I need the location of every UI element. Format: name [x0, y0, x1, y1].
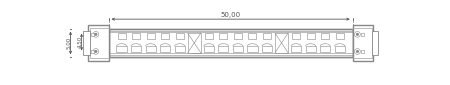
Circle shape — [355, 49, 360, 54]
Bar — [292, 33, 300, 39]
Bar — [108, 29, 353, 57]
Bar — [90, 28, 108, 58]
Circle shape — [95, 34, 97, 35]
Bar — [372, 31, 378, 55]
Bar — [83, 31, 90, 55]
Bar — [108, 29, 353, 57]
Bar — [262, 46, 272, 52]
Bar — [145, 46, 156, 52]
Bar — [132, 33, 140, 39]
Bar — [218, 46, 229, 52]
Bar — [188, 33, 201, 53]
Text: 4,50: 4,50 — [77, 36, 82, 48]
Bar — [360, 33, 364, 36]
Bar — [233, 46, 243, 52]
Bar — [205, 33, 213, 39]
Bar — [117, 33, 126, 39]
Text: 5,00: 5,00 — [67, 37, 72, 49]
Bar — [160, 46, 170, 52]
Bar — [248, 33, 256, 39]
Bar — [306, 46, 316, 52]
Bar — [291, 46, 301, 52]
Bar — [234, 33, 242, 39]
Circle shape — [93, 49, 99, 54]
Circle shape — [357, 51, 358, 52]
Bar — [336, 33, 344, 39]
Bar — [117, 46, 126, 52]
Circle shape — [357, 34, 358, 35]
Circle shape — [355, 32, 360, 37]
Bar — [131, 46, 141, 52]
Bar — [88, 25, 108, 61]
Bar — [248, 46, 257, 52]
Bar — [353, 28, 372, 58]
Bar — [275, 33, 288, 53]
Bar — [176, 33, 184, 39]
Bar — [91, 33, 94, 36]
Bar — [335, 46, 345, 52]
Bar — [147, 33, 155, 39]
Bar — [175, 46, 185, 52]
Bar — [263, 33, 271, 39]
Bar — [219, 33, 227, 39]
Bar — [204, 46, 214, 52]
Text: 50,00: 50,00 — [220, 12, 241, 18]
Bar — [91, 50, 94, 53]
Bar — [353, 25, 374, 61]
Bar — [306, 33, 315, 39]
Circle shape — [95, 51, 97, 52]
Bar — [161, 33, 169, 39]
Bar — [360, 50, 364, 53]
Circle shape — [93, 32, 99, 37]
Bar — [321, 33, 329, 39]
Bar — [320, 46, 330, 52]
